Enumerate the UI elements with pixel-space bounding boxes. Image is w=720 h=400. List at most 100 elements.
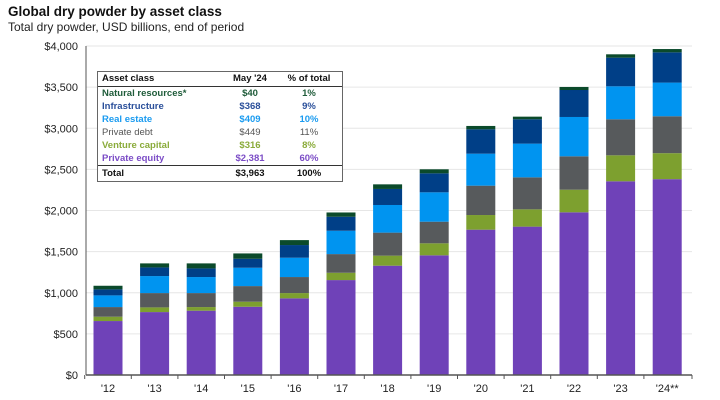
bar-segment-natural-resources bbox=[93, 285, 123, 290]
bar-segment-private-equity bbox=[326, 280, 356, 375]
y-tick-label: $2,000 bbox=[44, 206, 78, 218]
bar-segment-venture-capital bbox=[419, 243, 449, 256]
y-tick-label: $0 bbox=[66, 370, 78, 382]
row-pct: 11% bbox=[299, 127, 319, 138]
bar-segment-real-estate bbox=[186, 277, 216, 294]
total-value: $3,963 bbox=[235, 168, 265, 179]
bar-segment-infrastructure bbox=[140, 267, 170, 277]
bar-segment-natural-resources bbox=[419, 169, 449, 174]
bar-segment-infrastructure bbox=[652, 52, 682, 83]
bar-segment-private-debt bbox=[373, 232, 403, 256]
bar-segment-private-equity bbox=[186, 310, 216, 375]
x-tick-label: '15 bbox=[241, 383, 255, 395]
row-label: Natural resources* bbox=[102, 88, 187, 99]
total-label: Total bbox=[102, 168, 124, 179]
bar-segment-private-equity bbox=[373, 265, 403, 375]
table-row: Real estate $409 10% bbox=[98, 113, 342, 126]
x-tick-label: '24** bbox=[656, 383, 680, 395]
table-row: Natural resources* $40 1% bbox=[98, 87, 342, 100]
bar-segment-private-equity bbox=[233, 306, 263, 375]
bar-segment-natural-resources bbox=[186, 263, 216, 269]
bar-segment-private-equity bbox=[606, 181, 636, 375]
bar-segment-private-debt bbox=[279, 277, 309, 294]
bar-segment-infrastructure bbox=[233, 258, 263, 268]
bar-segment-venture-capital bbox=[373, 255, 403, 266]
bar-segment-infrastructure bbox=[93, 289, 123, 296]
bar-segment-private-debt bbox=[326, 254, 356, 273]
summary-table: Asset class May '24 % of total Natural r… bbox=[97, 71, 343, 182]
bar-segment-real-estate bbox=[93, 295, 123, 308]
x-tick-label: '22 bbox=[567, 383, 581, 395]
bar-segment-natural-resources bbox=[466, 125, 496, 130]
row-label: Infrastructure bbox=[102, 101, 164, 112]
bar-segment-infrastructure bbox=[373, 188, 403, 205]
row-label: Venture capital bbox=[102, 140, 170, 151]
bar-segment-infrastructure bbox=[512, 119, 542, 144]
bar-segment-real-estate bbox=[652, 82, 682, 117]
bar-segment-private-equity bbox=[512, 226, 542, 375]
chart-title: Global dry powder by asset class bbox=[8, 4, 222, 19]
bar-segment-natural-resources bbox=[652, 49, 682, 53]
bar-segment-venture-capital bbox=[279, 293, 309, 299]
x-tick-label: '16 bbox=[287, 383, 301, 395]
bar-segment-venture-capital bbox=[559, 189, 589, 213]
bar-segment-real-estate bbox=[419, 192, 449, 222]
header-pct-total: % of total bbox=[287, 73, 331, 84]
bar-segment-real-estate bbox=[233, 267, 263, 287]
bar-segment-natural-resources bbox=[326, 212, 356, 217]
bar-segment-venture-capital bbox=[233, 301, 263, 307]
bar-segment-venture-capital bbox=[652, 153, 682, 180]
y-tick-label: $3,000 bbox=[44, 123, 78, 135]
bar-segment-private-debt bbox=[606, 119, 636, 156]
bar-segment-real-estate bbox=[606, 86, 636, 120]
header-asset-class: Asset class bbox=[102, 73, 155, 84]
bar-segment-infrastructure bbox=[186, 268, 216, 278]
bar-segment-private-debt bbox=[186, 293, 216, 308]
bar-segment-private-debt bbox=[512, 177, 542, 210]
row-label: Private debt bbox=[102, 127, 153, 138]
row-value: $449 bbox=[239, 127, 261, 138]
bar-segment-private-equity bbox=[652, 179, 682, 375]
bar-segment-real-estate bbox=[512, 143, 542, 178]
bar-segment-private-equity bbox=[279, 298, 309, 375]
bar-segment-natural-resources bbox=[606, 54, 636, 58]
bar-segment-natural-resources bbox=[512, 116, 542, 120]
bar-segment-venture-capital bbox=[512, 209, 542, 227]
bar-segment-real-estate bbox=[140, 276, 170, 294]
bar-segment-private-debt bbox=[419, 221, 449, 244]
bar-segment-venture-capital bbox=[140, 307, 170, 313]
bar-segment-natural-resources bbox=[559, 86, 589, 91]
y-tick-label: $500 bbox=[54, 329, 78, 341]
table-row: Private debt $449 11% bbox=[98, 126, 342, 139]
bar-segment-private-equity bbox=[93, 321, 123, 375]
y-tick-label: $1,000 bbox=[44, 288, 78, 300]
bar-segment-private-equity bbox=[419, 255, 449, 375]
bar-segment-natural-resources bbox=[140, 263, 170, 268]
row-value: $2,381 bbox=[235, 153, 265, 164]
row-value: $316 bbox=[239, 140, 261, 151]
x-tick-label: '13 bbox=[147, 383, 161, 395]
bar-segment-infrastructure bbox=[559, 90, 589, 117]
row-label: Private equity bbox=[102, 153, 165, 164]
x-tick-label: '23 bbox=[613, 383, 627, 395]
bar-segment-real-estate bbox=[326, 230, 356, 255]
header-may-24: May '24 bbox=[233, 73, 267, 84]
row-pct: 10% bbox=[299, 114, 319, 125]
table-header: Asset class May '24 % of total bbox=[98, 72, 342, 87]
bar-segment-private-equity bbox=[466, 229, 496, 375]
y-tick-label: $2,500 bbox=[44, 164, 78, 176]
x-tick-label: '17 bbox=[334, 383, 348, 395]
bar-segment-private-equity bbox=[559, 212, 589, 375]
table-row: Infrastructure $368 9% bbox=[98, 100, 342, 113]
x-tick-label: '21 bbox=[520, 383, 534, 395]
x-tick-label: '18 bbox=[380, 383, 394, 395]
x-tick-label: '20 bbox=[474, 383, 488, 395]
row-pct: 9% bbox=[302, 101, 316, 112]
table-row: Venture capital $316 8% bbox=[98, 139, 342, 152]
row-label: Real estate bbox=[102, 114, 153, 125]
bar-segment-infrastructure bbox=[606, 57, 636, 87]
bar-segment-private-debt bbox=[652, 116, 682, 154]
bar-segment-natural-resources bbox=[279, 240, 309, 246]
